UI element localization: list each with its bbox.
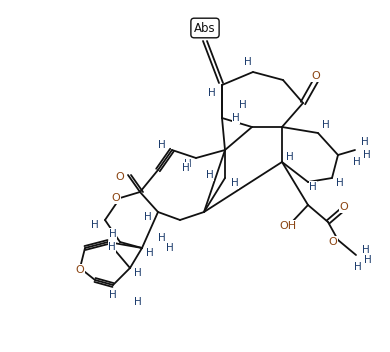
Text: H: H (353, 157, 361, 167)
Text: O: O (112, 193, 121, 203)
Text: H: H (336, 178, 344, 188)
Text: H: H (134, 268, 142, 278)
Text: H: H (158, 140, 166, 150)
Text: H: H (309, 182, 317, 192)
Text: O: O (76, 265, 84, 275)
Text: H: H (361, 137, 369, 147)
Text: O: O (329, 237, 337, 247)
Text: H: H (322, 120, 330, 130)
Text: H: H (364, 255, 372, 265)
Text: H: H (158, 233, 166, 243)
Text: H: H (239, 100, 247, 110)
Text: H: H (362, 245, 370, 255)
Text: H: H (91, 220, 99, 230)
Text: H: H (166, 243, 174, 253)
Text: O: O (312, 71, 320, 81)
Text: OH: OH (280, 221, 296, 231)
Text: H: H (232, 113, 240, 123)
Text: H: H (363, 150, 371, 160)
Text: H: H (231, 178, 239, 188)
Text: O: O (340, 202, 348, 212)
Text: Abs: Abs (194, 21, 216, 34)
Text: H: H (146, 248, 154, 258)
Text: H: H (354, 262, 362, 272)
Text: H: H (244, 57, 252, 67)
Text: H: H (184, 159, 192, 169)
Text: H: H (286, 152, 294, 162)
Text: H: H (208, 88, 216, 98)
Text: H: H (134, 297, 142, 307)
Text: O: O (115, 172, 124, 182)
Text: H: H (182, 163, 190, 173)
Text: H: H (144, 212, 152, 222)
Text: H: H (109, 290, 117, 300)
Text: H: H (108, 242, 116, 252)
Text: H: H (206, 170, 214, 180)
Text: H: H (109, 229, 117, 239)
